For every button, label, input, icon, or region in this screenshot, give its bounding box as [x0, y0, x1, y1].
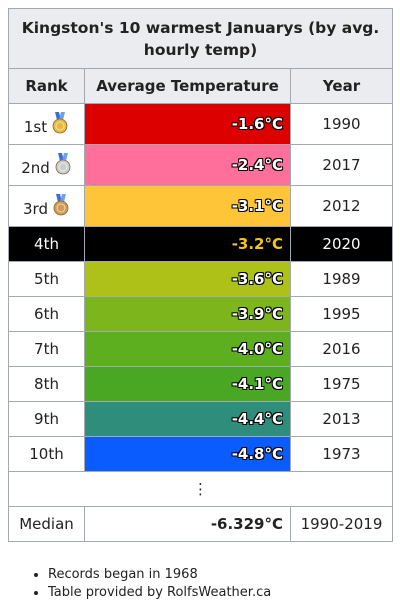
table-body: Kingston's 10 warmest Januarys (by avg. …	[7, 8, 394, 542]
rank-cell: 2nd	[8, 144, 85, 186]
medal	[52, 112, 68, 134]
year-cell: 2020	[289, 226, 394, 262]
table-row: 3rd -3.1°C 2012	[8, 185, 394, 227]
note: Table provided by RolfsWeather.ca	[48, 584, 271, 602]
median-row: Median -6.329°C 1990-2019	[8, 506, 394, 542]
rank-cell: 8th	[8, 366, 85, 402]
year-cell: 1973	[289, 436, 394, 472]
rank: 7th	[34, 340, 59, 358]
table-row: 4th -3.2°C 2020	[8, 226, 394, 262]
temp-cell: -4.8°C	[84, 436, 291, 472]
rank: 6th	[34, 305, 59, 323]
temp-cell: -3.2°C	[84, 226, 291, 262]
year-cell: 2016	[289, 331, 394, 367]
year-cell: 2013	[289, 401, 394, 437]
rank: 10th	[29, 445, 64, 463]
rank-cell: 5th	[8, 261, 85, 297]
year-cell: 1975	[289, 366, 394, 402]
rank-cell: 6th	[8, 296, 85, 332]
rank: 1st	[23, 118, 48, 136]
table-row: 8th -4.1°C 1975	[8, 366, 394, 402]
table-row: 7th -4.0°C 2016	[8, 331, 394, 367]
note: Records began in 1968	[48, 566, 271, 584]
column-header: Average Temperature	[84, 68, 291, 104]
rank-cell: 7th	[8, 331, 85, 367]
temp-cell: -2.4°C	[84, 144, 291, 186]
rank-cell: 1st	[8, 103, 85, 145]
table-row: 1st -1.6°C 1990	[8, 103, 394, 145]
table-row: 5th -3.6°C 1989	[8, 261, 394, 297]
rank: 2nd	[21, 159, 50, 177]
year-cell: 2012	[289, 185, 394, 227]
temp-cell: -4.0°C	[84, 331, 291, 367]
temp-cell: -3.1°C	[84, 185, 291, 227]
table-row: 10th -4.8°C 1973	[8, 436, 394, 472]
year-cell: 2017	[289, 144, 394, 186]
table-row: 9th -4.4°C 2013	[8, 401, 394, 437]
ellipsis-row: ⋮	[7, 471, 394, 507]
rank-cell: 3rd	[8, 185, 85, 227]
temp-cell: -1.6°C	[84, 103, 291, 145]
temp-cell: -4.4°C	[84, 401, 291, 437]
year-cell: 1990	[289, 103, 394, 145]
column-header: Year	[289, 68, 394, 104]
rank-cell: 4th	[8, 226, 85, 262]
median-years: 1990-2019	[289, 506, 394, 542]
rank-cell: 10th	[8, 436, 85, 472]
rank: 3rd	[23, 200, 48, 218]
column-header: Rank	[8, 68, 85, 104]
table-row: 2nd -2.4°C 2017	[8, 144, 394, 186]
rank: 9th	[34, 410, 59, 428]
temp-cell: -4.1°C	[84, 366, 291, 402]
table-row: 6th -3.9°C 1995	[8, 296, 394, 332]
table: Kingston's 10 warmest Januarys (by avg. …	[7, 8, 394, 542]
year-cell: 1989	[289, 261, 394, 297]
medal	[55, 153, 71, 175]
medal	[53, 194, 69, 216]
rank-cell: 9th	[8, 401, 85, 437]
ellipsis: ⋮	[7, 471, 394, 507]
temp-cell: -3.9°C	[84, 296, 291, 332]
year-cell: 1995	[289, 296, 394, 332]
table-title: Kingston's 10 warmest Januarys (by avg. …	[7, 8, 394, 69]
temp-cell: -3.6°C	[84, 261, 291, 297]
median-temp: -6.329°C	[84, 506, 291, 542]
notes: Records began in 1968 Table provided by …	[8, 566, 271, 602]
median-label: Median	[8, 506, 85, 542]
rank: 4th	[34, 235, 59, 253]
rank: 5th	[34, 270, 59, 288]
rank: 8th	[34, 375, 59, 393]
